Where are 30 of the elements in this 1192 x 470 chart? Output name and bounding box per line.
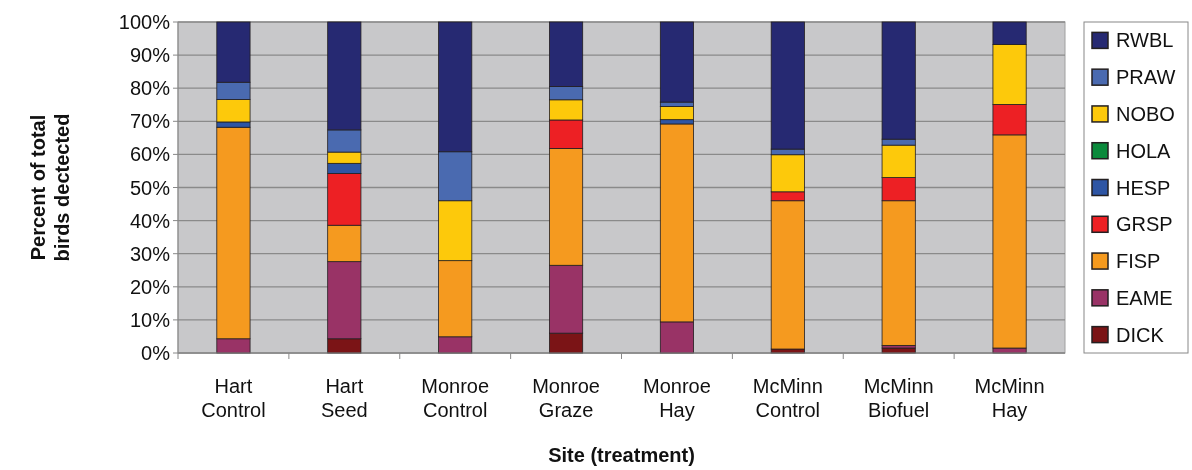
x-tick-label: McMinn Hay: [974, 375, 1045, 421]
y-tick-label: 0%: [141, 342, 171, 364]
y-tick-label: 50%: [129, 176, 171, 199]
x-tick-label: Monroe Hay: [643, 375, 711, 421]
y-tick-label: 40%: [129, 209, 171, 232]
legend-label: FISP: [1116, 250, 1161, 273]
x-tick-label: Hart Control: [201, 375, 266, 421]
y-tick-label: 70%: [129, 110, 171, 133]
legend-label: EAME: [1116, 286, 1173, 309]
legend-label: DICK: [1116, 323, 1165, 346]
legend-label: HOLA: [1116, 139, 1172, 162]
x-axis-title: Site (treatment): [548, 444, 695, 466]
x-tick-label: Monroe Control: [421, 375, 490, 421]
y-tick-label: 80%: [129, 77, 171, 100]
x-tick-label: Monroe Graze: [532, 375, 600, 421]
y-tick-label: 30%: [129, 242, 171, 265]
y-tick-label: 60%: [129, 143, 171, 166]
y-tick-label: 10%: [129, 308, 171, 331]
legend-label: HESP: [1116, 176, 1171, 199]
y-tick-label: 90%: [129, 44, 171, 67]
legend-label: RWBL: [1116, 29, 1174, 52]
y-tick-label: 20%: [129, 275, 171, 298]
legend-label: NOBO: [1116, 102, 1175, 125]
y-tick-label: 100%: [118, 11, 171, 33]
legend-label: PRAW: [1116, 66, 1176, 89]
y-axis-title: Percent of total birds dectected: [27, 113, 73, 262]
x-tick-label: McMinn Biofuel: [863, 375, 934, 421]
legend-label: GRSP: [1116, 213, 1173, 236]
x-tick-label: McMinn Control: [752, 375, 823, 421]
x-tick-label: Hart Seed: [320, 375, 368, 421]
